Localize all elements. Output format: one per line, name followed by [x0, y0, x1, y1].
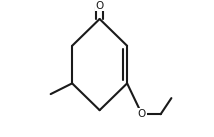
Text: O: O [138, 109, 146, 119]
Text: O: O [95, 1, 104, 11]
